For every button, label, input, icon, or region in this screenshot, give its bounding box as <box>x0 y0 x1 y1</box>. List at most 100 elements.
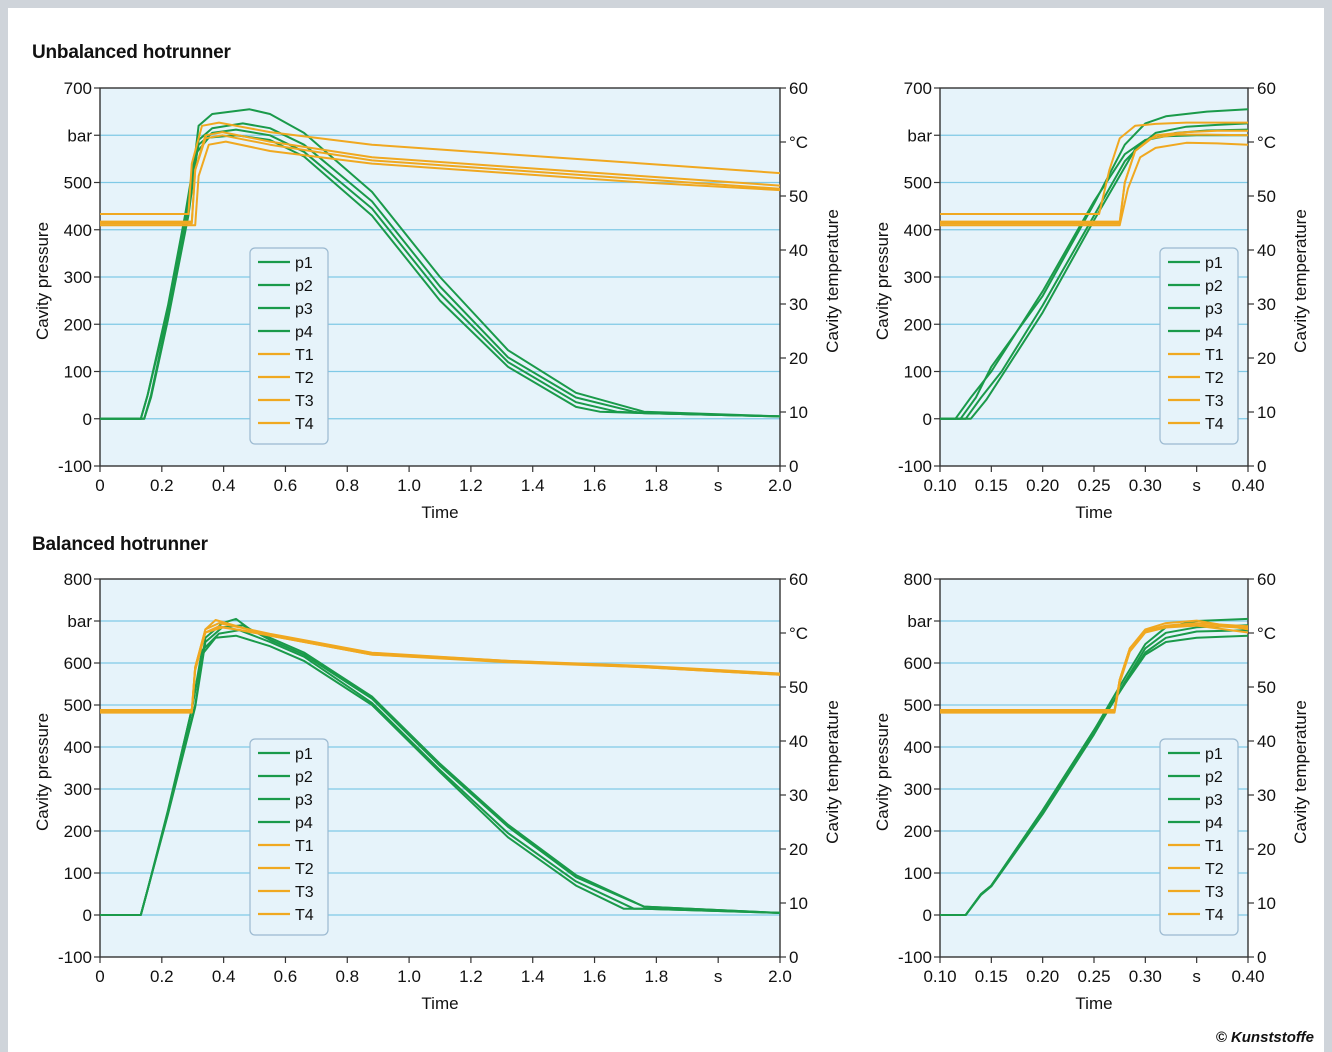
x-tick-label: 0.4 <box>212 476 236 495</box>
legend-box <box>1159 247 1239 445</box>
y2-tick-label: 50 <box>1257 187 1276 206</box>
y-tick-label: 0 <box>923 410 932 429</box>
x-tick-label: 1.8 <box>645 476 669 495</box>
y2-tick-label: 30 <box>1257 295 1276 314</box>
x-tick-label: 0.8 <box>335 967 359 986</box>
x-tick-label: 1.2 <box>459 476 483 495</box>
x-tick-label: 0.8 <box>335 476 359 495</box>
y2-tick-label: 0 <box>1257 948 1266 967</box>
y-tick-label: bar <box>907 126 932 145</box>
y2-tick-label: 0 <box>789 457 798 476</box>
x-tick-label: 0.6 <box>274 967 298 986</box>
y-tick-label: 500 <box>64 696 92 715</box>
y2-tick-label: 40 <box>1257 732 1276 751</box>
legend-label-T1: T1 <box>1205 838 1224 855</box>
legend-label-p4: p4 <box>1205 815 1223 832</box>
y2-tick-label: °C <box>1257 624 1276 643</box>
x-tick-label: 0.30 <box>1129 967 1162 986</box>
y2-tick-label: 40 <box>789 732 808 751</box>
legend-label-T4: T4 <box>295 907 314 924</box>
x-tick-label: 0 <box>95 476 104 495</box>
legend-label-p4: p4 <box>295 324 313 341</box>
y-tick-label: 200 <box>64 315 92 334</box>
x-tick-label: 0.20 <box>1026 476 1059 495</box>
legend-box <box>249 247 329 445</box>
x-tick-label: 0.10 <box>923 967 956 986</box>
y2-tick-label: 30 <box>789 295 808 314</box>
y-tick-label: 300 <box>904 780 932 799</box>
y2-axis-title: Cavity temperature <box>1291 700 1310 844</box>
y-tick-label: 700 <box>904 79 932 98</box>
y-tick-label: 200 <box>904 315 932 334</box>
y-tick-label: 0 <box>923 906 932 925</box>
legend-label-T2: T2 <box>1205 370 1224 387</box>
y-tick-label: bar <box>907 612 932 631</box>
y2-tick-label: 30 <box>789 786 808 805</box>
x-tick-label: 0.30 <box>1129 476 1162 495</box>
y2-tick-label: 10 <box>789 894 808 913</box>
x-axis-title: Time <box>421 503 458 522</box>
series-line-p1 <box>940 134 1248 420</box>
x-tick-label: 0.25 <box>1077 967 1110 986</box>
x-tick-label: 0 <box>95 967 104 986</box>
series-line-T3 <box>940 129 1248 223</box>
y2-tick-label: 20 <box>1257 840 1276 859</box>
y-tick-label: 100 <box>64 363 92 382</box>
x-axis-title: Time <box>1075 994 1112 1013</box>
y2-tick-label: 50 <box>789 678 808 697</box>
y-tick-label: 100 <box>64 864 92 883</box>
y-tick-label: -100 <box>58 457 92 476</box>
x-tick-label: s <box>1192 967 1201 986</box>
y2-tick-label: 10 <box>789 403 808 422</box>
series-line-T4 <box>940 141 1248 227</box>
x-tick-label: 0.25 <box>1077 476 1110 495</box>
series-line-T4 <box>100 626 780 711</box>
legend-label-T4: T4 <box>1205 416 1224 433</box>
y-tick-label: 400 <box>904 738 932 757</box>
y-tick-label: -100 <box>898 948 932 967</box>
y-tick-label: 600 <box>64 654 92 673</box>
legend-label-T1: T1 <box>1205 347 1224 364</box>
legend-label-T3: T3 <box>295 884 314 901</box>
x-tick-label: 1.6 <box>583 476 607 495</box>
legend-label-T3: T3 <box>1205 393 1224 410</box>
y-tick-label: 600 <box>904 654 932 673</box>
x-tick-label: 0.15 <box>975 967 1008 986</box>
legend-label-p2: p2 <box>295 769 313 786</box>
y2-tick-label: 30 <box>1257 786 1276 805</box>
series-group <box>940 617 1248 916</box>
y-tick-label: 300 <box>904 268 932 287</box>
legend-label-p4: p4 <box>1205 324 1223 341</box>
y-tick-label: 300 <box>64 268 92 287</box>
series-line-p4 <box>940 108 1248 420</box>
legend-label-p2: p2 <box>1205 769 1223 786</box>
y-axis-title: Cavity pressure <box>33 222 52 340</box>
x-axis-title: Time <box>421 994 458 1013</box>
y2-tick-label: 50 <box>789 187 808 206</box>
y-tick-label: 200 <box>64 822 92 841</box>
legend-box <box>249 738 329 936</box>
y-tick-label: 500 <box>64 174 92 193</box>
legend-label-T3: T3 <box>295 393 314 410</box>
legend-label-p1: p1 <box>1205 255 1223 272</box>
series-line-p3 <box>940 122 1248 420</box>
legend-label-p1: p1 <box>295 746 313 763</box>
y2-tick-label: 40 <box>789 241 808 260</box>
series-line-p4 <box>100 108 780 420</box>
legend-label-p3: p3 <box>1205 792 1223 809</box>
x-tick-label: 1.2 <box>459 967 483 986</box>
legend-label-p3: p3 <box>1205 301 1223 318</box>
y-axis-title: Cavity pressure <box>33 713 52 831</box>
series-line-T4 <box>100 140 780 227</box>
x-tick-label: 1.8 <box>645 967 669 986</box>
y-tick-label: 300 <box>64 780 92 799</box>
x-tick-label: 0.2 <box>150 967 174 986</box>
legend-label-T1: T1 <box>295 347 314 364</box>
x-tick-label: 1.0 <box>397 967 421 986</box>
legend-label-T2: T2 <box>295 861 314 878</box>
legend-label-p3: p3 <box>295 792 313 809</box>
